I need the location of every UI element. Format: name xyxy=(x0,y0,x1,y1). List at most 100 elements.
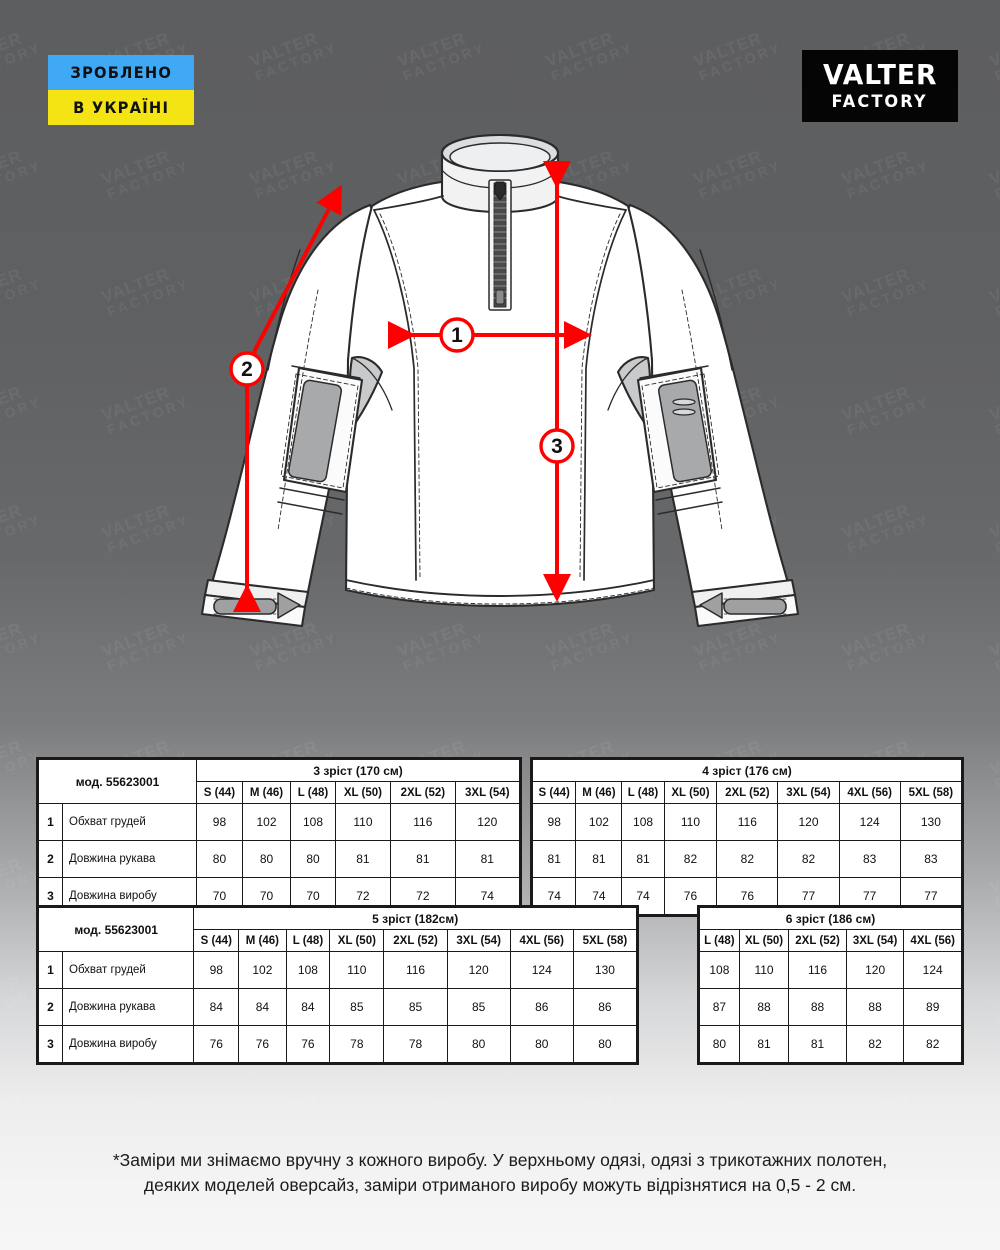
measurement-value: 110 xyxy=(334,803,392,841)
measurement-value: 87 xyxy=(699,988,740,1026)
row-label: Довжина виробу xyxy=(61,1025,195,1063)
measurement-value: 130 xyxy=(572,951,638,989)
measurement-marker-3: 3 xyxy=(539,428,575,464)
size-header: S (44) xyxy=(193,929,240,952)
measurement-value: 116 xyxy=(716,803,779,841)
measurement-marker-2: 2 xyxy=(229,351,265,387)
measurement-value: 81 xyxy=(334,840,392,878)
measurement-value: 76 xyxy=(193,1025,240,1063)
size-header: L (48) xyxy=(290,781,336,804)
size-table-6-zrist: 6 зріст (186 см) L (48) XL (50) 2XL (52) 3XL… xyxy=(697,905,964,1065)
measurement-value: 108 xyxy=(699,951,740,989)
size-header: 5XL (58) xyxy=(899,781,963,804)
badge-yellow-band: В УКРАЇНІ xyxy=(48,90,194,125)
measurement-value: 124 xyxy=(903,951,962,989)
measurement-value: 81 xyxy=(531,840,577,878)
measurement-value: 80 xyxy=(572,1025,638,1063)
size-table-4-zrist: 4 зріст (176 см) S (44) M (46) L (48) XL (50… xyxy=(530,757,964,917)
row-index: 2 xyxy=(38,840,63,878)
size-header: 5XL (58) xyxy=(572,929,638,952)
measurement-value: 80 xyxy=(446,1025,511,1063)
measurement-value: 88 xyxy=(845,988,905,1026)
measurement-value: 80 xyxy=(699,1025,740,1063)
measurement-value: 84 xyxy=(285,988,331,1026)
measurement-value: 110 xyxy=(329,951,385,989)
size-header: 3XL (54) xyxy=(446,929,511,952)
measurement-value: 85 xyxy=(446,988,511,1026)
height-group-label: 6 зріст (186 см) xyxy=(699,907,962,930)
logo-sub-text: FACTORY xyxy=(831,92,929,112)
measurement-value: 116 xyxy=(788,951,847,989)
measurement-value: 110 xyxy=(738,951,790,989)
size-table: 4 зріст (176 см) S (44) M (46) L (48) XL (50… xyxy=(531,759,963,915)
size-header: S (44) xyxy=(196,781,243,804)
footnote-line-2: деяких моделей оверсайз, заміри отримано… xyxy=(143,1175,857,1196)
row-index: 1 xyxy=(38,951,63,989)
badge-line-1: ЗРОБЛЕНО xyxy=(70,63,172,82)
model-label: мод. 55623001 xyxy=(37,759,198,804)
size-table-3-zrist: мод. 55623001 3 зріст (170 см) S (44) M (46… xyxy=(36,757,522,917)
measurement-value: 80 xyxy=(196,840,243,878)
measurement-value: 82 xyxy=(663,840,718,878)
row-index: 2 xyxy=(38,988,63,1026)
row-label: Обхват грудей xyxy=(61,803,198,841)
measurement-value: 102 xyxy=(241,803,292,841)
size-table: мод. 55623001 3 зріст (170 см) S (44) M (46… xyxy=(37,759,521,915)
badge-blue-band: ЗРОБЛЕНО xyxy=(48,55,194,90)
made-in-ukraine-badge: ЗРОБЛЕНО В УКРАЇНІ xyxy=(48,55,194,125)
measurement-value: 102 xyxy=(238,951,287,989)
measurement-value: 116 xyxy=(390,803,456,841)
size-header: XL (50) xyxy=(334,781,392,804)
measurement-value: 116 xyxy=(383,951,448,989)
size-header: L (48) xyxy=(699,929,740,952)
size-header: L (48) xyxy=(285,929,331,952)
garment-illustration: 1 2 3 xyxy=(0,110,1000,640)
logo-brand-text: VALTER xyxy=(822,58,938,91)
measurement-value: 83 xyxy=(899,840,963,878)
size-table: 6 зріст (186 см) L (48) XL (50) 2XL (52) 3XL… xyxy=(699,907,962,1063)
height-group-label: 5 зріст (182см) xyxy=(193,907,637,930)
size-header: M (46) xyxy=(575,781,623,804)
measurement-value: 84 xyxy=(238,988,287,1026)
measurement-value: 108 xyxy=(290,803,336,841)
svg-text:3: 3 xyxy=(551,435,563,458)
size-header: M (46) xyxy=(241,781,292,804)
measurement-value: 81 xyxy=(738,1025,790,1063)
measurement-value: 108 xyxy=(621,803,665,841)
table-row: 81 81 81 82 82 82 83 83 xyxy=(531,840,963,878)
row-index: 1 xyxy=(38,803,63,841)
size-header: L (48) xyxy=(621,781,665,804)
measurement-value: 85 xyxy=(329,988,385,1026)
measurement-value: 78 xyxy=(329,1025,385,1063)
measurement-value: 124 xyxy=(838,803,901,841)
table-row: 1 Обхват грудей 98 102 108 110 116 120 124 130 xyxy=(38,951,638,989)
measurement-value: 78 xyxy=(383,1025,448,1063)
table-row: 87 88 88 88 89 xyxy=(699,988,962,1026)
measurement-value: 98 xyxy=(193,951,240,989)
size-header: 2XL (52) xyxy=(383,929,448,952)
measurement-value: 89 xyxy=(903,988,962,1026)
height-group-label: 4 зріст (176 см) xyxy=(532,759,962,782)
size-table-5-zrist: мод. 55623001 5 зріст (182см) S (44) M (46)… xyxy=(36,905,639,1065)
measurement-value: 82 xyxy=(716,840,779,878)
measurement-value: 124 xyxy=(509,951,574,989)
size-header: 4XL (56) xyxy=(903,929,962,952)
size-header: 3XL (54) xyxy=(454,781,521,804)
size-header: XL (50) xyxy=(329,929,385,952)
size-header: M (46) xyxy=(238,929,287,952)
size-header: 4XL (56) xyxy=(838,781,901,804)
